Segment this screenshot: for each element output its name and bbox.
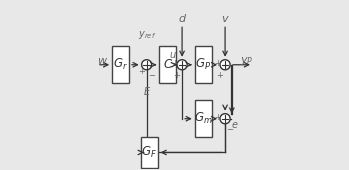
Text: +: +	[214, 59, 221, 68]
Text: $d$: $d$	[178, 12, 187, 24]
Text: $y_{ref}$: $y_{ref}$	[138, 29, 156, 41]
Text: $G_m$: $G_m$	[194, 111, 213, 126]
Circle shape	[220, 114, 230, 124]
Text: +: +	[171, 59, 178, 68]
Bar	[195, 46, 211, 83]
Text: $u$: $u$	[169, 50, 177, 60]
Text: −: −	[226, 125, 233, 134]
Text: $y_P$: $y_P$	[240, 55, 254, 67]
Text: $G_r$: $G_r$	[113, 57, 128, 72]
Bar	[195, 100, 211, 137]
Bar	[159, 46, 176, 83]
Text: $w$: $w$	[97, 56, 108, 66]
Text: −: −	[148, 71, 155, 80]
Text: +: +	[217, 71, 223, 80]
Text: $G_P$: $G_P$	[195, 57, 211, 72]
Text: +: +	[138, 67, 145, 76]
Text: $G_F$: $G_F$	[141, 145, 157, 160]
Text: $e$: $e$	[231, 121, 239, 130]
Text: +: +	[173, 71, 180, 80]
Text: +: +	[214, 113, 221, 122]
Text: $E$: $E$	[143, 85, 151, 97]
Circle shape	[177, 60, 187, 70]
Circle shape	[220, 60, 230, 70]
Text: $C$: $C$	[163, 58, 173, 71]
Circle shape	[142, 60, 152, 70]
Text: $v$: $v$	[221, 14, 229, 24]
Bar	[112, 46, 129, 83]
Bar	[141, 137, 158, 168]
